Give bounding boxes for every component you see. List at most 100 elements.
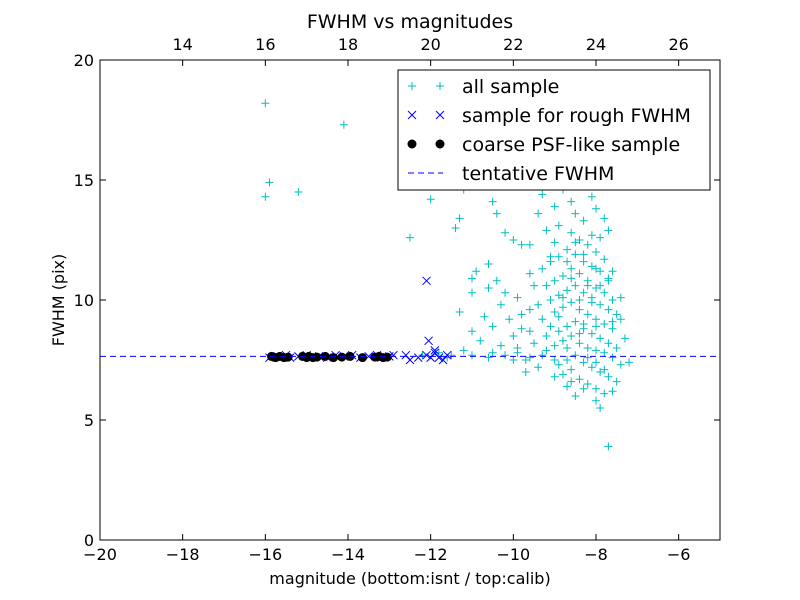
y-tick-label: 20 bbox=[74, 51, 94, 70]
x-tick-label: −14 bbox=[331, 545, 365, 564]
data-point bbox=[261, 192, 270, 201]
data-point bbox=[596, 334, 605, 343]
data-point bbox=[579, 358, 588, 367]
data-point bbox=[521, 356, 530, 364]
data-point bbox=[472, 267, 481, 276]
x-tick-label: −20 bbox=[83, 545, 117, 564]
data-point bbox=[550, 341, 559, 350]
data-point bbox=[339, 120, 348, 129]
data-point bbox=[583, 310, 592, 319]
data-point bbox=[563, 344, 572, 352]
data-point bbox=[583, 281, 592, 290]
legend-label: coarse PSF-like sample bbox=[462, 134, 680, 156]
data-point bbox=[558, 293, 567, 302]
data-point bbox=[521, 368, 530, 376]
data-point bbox=[587, 231, 596, 240]
data-point bbox=[488, 197, 497, 206]
data-point bbox=[530, 339, 538, 348]
data-point bbox=[525, 305, 534, 314]
data-point bbox=[542, 332, 551, 340]
legend-marker bbox=[408, 82, 416, 90]
x-top-tick-label: 20 bbox=[420, 35, 440, 54]
legend-items: all sample sample for rough FWHM coarse PS… bbox=[407, 76, 691, 185]
data-point bbox=[625, 358, 634, 367]
data-point bbox=[616, 315, 625, 324]
x-tick-label: −10 bbox=[496, 545, 530, 564]
data-point bbox=[575, 339, 584, 348]
data-point bbox=[546, 257, 555, 266]
data-point bbox=[608, 324, 617, 333]
data-point bbox=[261, 99, 270, 108]
data-point bbox=[525, 353, 534, 362]
data-point bbox=[575, 269, 584, 278]
legend-box bbox=[397, 69, 711, 191]
data-point bbox=[604, 372, 613, 381]
data-point bbox=[422, 276, 431, 286]
data-point bbox=[571, 209, 580, 218]
data-point bbox=[542, 281, 551, 290]
data-point bbox=[604, 305, 613, 314]
data-point bbox=[592, 322, 600, 331]
x-tick-label: −18 bbox=[166, 545, 200, 564]
data-point bbox=[592, 264, 600, 273]
data-point bbox=[413, 353, 423, 362]
data-point bbox=[592, 315, 600, 324]
data-point bbox=[554, 312, 563, 321]
data-point bbox=[575, 236, 584, 244]
data-point bbox=[600, 389, 609, 398]
data-point bbox=[604, 276, 613, 285]
data-point bbox=[426, 195, 435, 204]
data-point bbox=[558, 303, 567, 312]
data-point bbox=[422, 350, 431, 360]
data-point bbox=[538, 190, 547, 199]
data-point bbox=[608, 317, 617, 326]
data-point bbox=[600, 255, 609, 264]
data-point bbox=[587, 298, 596, 307]
data-point bbox=[563, 356, 572, 364]
x-top-tick-label: 16 bbox=[255, 35, 275, 54]
data-point bbox=[550, 202, 559, 211]
data-point bbox=[488, 348, 497, 357]
data-point bbox=[567, 377, 576, 386]
data-point bbox=[616, 360, 625, 369]
data-point bbox=[550, 308, 559, 316]
data-point bbox=[579, 384, 588, 393]
data-point bbox=[550, 276, 559, 285]
data-point bbox=[492, 209, 501, 218]
data-point bbox=[558, 272, 567, 280]
data-point bbox=[587, 329, 596, 338]
data-point bbox=[567, 274, 576, 283]
data-point bbox=[406, 233, 414, 242]
data-point bbox=[583, 240, 592, 249]
data-point bbox=[567, 298, 576, 307]
data-point bbox=[294, 188, 303, 196]
data-point bbox=[616, 293, 625, 302]
data-point bbox=[567, 365, 576, 374]
data-point bbox=[567, 197, 576, 206]
legend-label: sample for rough FWHM bbox=[462, 105, 691, 127]
data-point bbox=[424, 336, 433, 346]
data-point bbox=[575, 296, 584, 304]
data-point bbox=[608, 296, 617, 304]
data-point bbox=[513, 293, 522, 302]
y-axis: 0 5 10 15 20 bbox=[74, 51, 720, 550]
data-point bbox=[587, 363, 596, 372]
data-point bbox=[501, 288, 510, 297]
data-point bbox=[509, 332, 518, 340]
legend-item-0: all sample bbox=[408, 76, 559, 98]
y-tick-label: 10 bbox=[74, 291, 94, 310]
data-point bbox=[567, 264, 576, 273]
y-tick-label: 0 bbox=[84, 531, 94, 550]
x-tick-label: −16 bbox=[248, 545, 282, 564]
data-point bbox=[596, 404, 605, 412]
legend-marker bbox=[407, 110, 417, 120]
data-point bbox=[600, 365, 609, 374]
data-point bbox=[492, 276, 501, 285]
x-tick-label: −8 bbox=[584, 545, 608, 564]
data-point bbox=[575, 305, 584, 314]
data-point bbox=[468, 327, 476, 336]
data-point bbox=[608, 267, 617, 276]
data-point bbox=[554, 327, 563, 336]
data-point bbox=[496, 341, 505, 350]
